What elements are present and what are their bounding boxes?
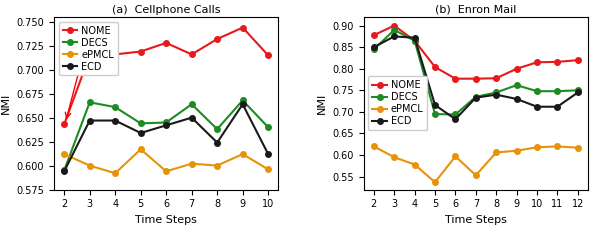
ECD — [493, 93, 500, 96]
ePMCL — [513, 149, 520, 152]
ECD — [574, 91, 581, 94]
NOME — [61, 123, 68, 126]
ePMCL — [554, 145, 561, 148]
NOME — [265, 54, 272, 57]
DECS — [239, 99, 246, 102]
NOME — [370, 34, 377, 37]
ePMCL — [188, 162, 195, 165]
ECD — [188, 116, 195, 119]
NOME — [493, 77, 500, 80]
NOME — [214, 38, 221, 41]
DECS — [370, 48, 377, 51]
ePMCL — [370, 145, 377, 148]
ECD — [370, 46, 377, 49]
ePMCL — [452, 155, 459, 158]
Legend: NOME, DECS, ePMCL, ECD: NOME, DECS, ePMCL, ECD — [59, 22, 118, 76]
DECS — [472, 95, 479, 98]
ECD — [265, 153, 272, 156]
NOME — [163, 41, 170, 44]
ePMCL — [411, 163, 418, 166]
ePMCL — [163, 170, 170, 173]
Line: NOME: NOME — [61, 25, 271, 127]
ePMCL — [431, 181, 439, 184]
DECS — [554, 90, 561, 93]
Line: ECD: ECD — [371, 34, 581, 122]
DECS — [137, 122, 144, 125]
NOME — [188, 53, 195, 56]
ECD — [239, 103, 246, 106]
NOME — [112, 53, 119, 56]
DECS — [574, 89, 581, 92]
ECD — [554, 105, 561, 108]
DECS — [513, 84, 520, 87]
ePMCL — [239, 153, 246, 156]
ePMCL — [214, 164, 221, 167]
ePMCL — [61, 153, 68, 156]
Line: ePMCL: ePMCL — [61, 147, 271, 176]
ECD — [452, 118, 459, 121]
NOME — [391, 24, 398, 27]
DECS — [214, 128, 221, 130]
NOME — [431, 66, 439, 69]
Y-axis label: NMI: NMI — [1, 93, 11, 114]
ECD — [137, 131, 144, 134]
NOME — [574, 59, 581, 62]
Title: (a)  Cellphone Calls: (a) Cellphone Calls — [112, 5, 220, 15]
ePMCL — [493, 151, 500, 154]
DECS — [188, 103, 195, 106]
X-axis label: Time Steps: Time Steps — [135, 215, 197, 225]
DECS — [533, 90, 541, 93]
Line: DECS: DECS — [61, 98, 271, 173]
DECS — [493, 91, 500, 94]
DECS — [61, 169, 68, 172]
ECD — [431, 104, 439, 106]
ECD — [214, 141, 221, 144]
DECS — [452, 113, 459, 116]
NOME — [513, 67, 520, 70]
Legend: NOME, DECS, ePMCL, ECD: NOME, DECS, ePMCL, ECD — [368, 77, 427, 130]
DECS — [163, 121, 170, 124]
NOME — [472, 77, 479, 80]
NOME — [411, 39, 418, 42]
ePMCL — [391, 156, 398, 159]
NOME — [239, 26, 246, 29]
DECS — [112, 106, 119, 109]
NOME — [452, 77, 459, 80]
ECD — [86, 119, 93, 122]
ePMCL — [137, 148, 144, 151]
ePMCL — [112, 172, 119, 175]
ECD — [112, 119, 119, 122]
ePMCL — [574, 146, 581, 149]
ECD — [61, 170, 68, 173]
NOME — [554, 61, 561, 63]
Y-axis label: NMI: NMI — [317, 93, 327, 114]
DECS — [431, 113, 439, 115]
ePMCL — [472, 174, 479, 177]
ECD — [472, 96, 479, 99]
ePMCL — [533, 146, 541, 149]
DECS — [265, 126, 272, 129]
NOME — [533, 61, 541, 64]
NOME — [137, 50, 144, 53]
Line: NOME: NOME — [371, 23, 581, 81]
Line: ECD: ECD — [61, 102, 271, 174]
ePMCL — [86, 164, 93, 167]
ECD — [163, 124, 170, 127]
Line: DECS: DECS — [371, 27, 581, 117]
Line: ePMCL: ePMCL — [371, 144, 581, 185]
DECS — [86, 101, 93, 104]
X-axis label: Time Steps: Time Steps — [445, 215, 507, 225]
ECD — [513, 97, 520, 100]
ePMCL — [265, 168, 272, 171]
ECD — [533, 105, 541, 108]
NOME — [86, 54, 93, 57]
DECS — [411, 39, 418, 42]
ECD — [391, 35, 398, 38]
DECS — [391, 28, 398, 31]
Title: (b)  Enron Mail: (b) Enron Mail — [435, 5, 517, 15]
ECD — [411, 36, 418, 39]
